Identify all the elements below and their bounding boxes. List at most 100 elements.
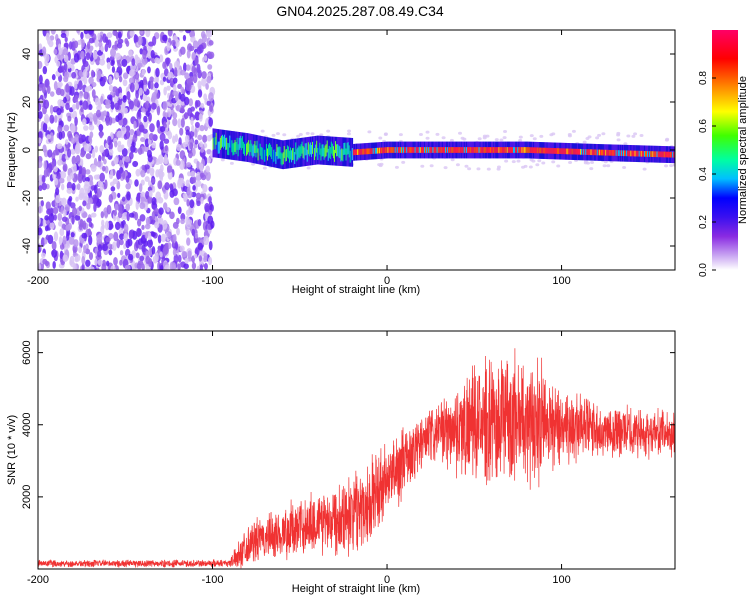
spectrogram-trail-core xyxy=(339,146,341,159)
spectrogram-trail-core xyxy=(514,147,516,153)
spectrogram-noise-cell xyxy=(195,171,201,182)
spectrogram-trail-core xyxy=(317,147,319,160)
spectrogram-noise-cell xyxy=(210,220,215,229)
spectrogram-y-tick-label: -20 xyxy=(21,190,33,206)
spectrogram-noise-cell xyxy=(38,74,43,85)
spectrogram-trail-core xyxy=(508,147,511,153)
spectrogram-noise-cell xyxy=(62,254,69,262)
spectrogram-halo-cell xyxy=(537,159,542,163)
spectrogram-trail-core xyxy=(427,147,429,153)
spectrogram-noise-cell xyxy=(48,212,55,223)
spectrogram-trail-core xyxy=(360,148,362,155)
spectrogram-trail-core xyxy=(224,134,226,147)
spectrogram-trail-core xyxy=(496,147,498,153)
spectrogram-noise-cell xyxy=(203,262,208,270)
spectrogram-noise-cell xyxy=(122,94,127,103)
spectrogram-noise-cell xyxy=(151,196,157,206)
spectrogram-trail-core xyxy=(380,147,382,154)
spectrogram-noise-cell xyxy=(75,196,79,202)
spectrogram-trail-core xyxy=(532,147,535,154)
spectrogram-noise-cell xyxy=(104,220,110,231)
spectrogram-noise-cell xyxy=(160,233,167,243)
spectrogram-trail-core xyxy=(492,147,494,153)
spectrogram-trail-core xyxy=(259,143,261,156)
spectrogram-trail-core xyxy=(248,140,250,153)
colorbar-tick-label: 0.0 xyxy=(698,263,709,277)
spectrogram-trail-core xyxy=(351,148,354,161)
spectrogram-noise-cell xyxy=(200,103,205,109)
spectrogram-noise-cell xyxy=(76,30,81,34)
spectrogram-noise-cell xyxy=(63,124,70,132)
spectrogram-noise-cell xyxy=(151,210,156,221)
spectrogram-trail-core xyxy=(656,151,658,158)
spectrogram-noise-cell xyxy=(38,263,42,270)
spectrogram-halo-cell xyxy=(639,133,644,137)
spectrogram-noise-cell xyxy=(57,124,63,134)
spectrogram-trail-core xyxy=(256,140,258,153)
spectrogram-noise-cell xyxy=(203,235,210,246)
spectrogram-trail-core xyxy=(546,147,548,154)
spectrogram-trail-core xyxy=(488,147,491,153)
spectrogram-trail-core xyxy=(254,141,256,154)
spectrogram-noise-cell xyxy=(81,39,85,48)
spectrogram-noise-cell xyxy=(196,63,201,74)
spectrogram-noise-cell xyxy=(121,170,126,180)
spectrogram-halo-cell xyxy=(476,167,481,171)
spectrogram-noise-cell xyxy=(82,212,88,218)
spectrogram-halo-cell xyxy=(378,136,383,140)
spectrogram-noise-cell xyxy=(144,223,151,230)
spectrogram-noise-cell xyxy=(78,80,83,91)
spectrogram-noise-cell xyxy=(67,148,72,158)
spectrogram-trail-core xyxy=(574,148,577,155)
spectrogram-noise-cell xyxy=(150,102,157,110)
spectrogram-noise-cell xyxy=(53,231,59,242)
spectrogram-noise-cell xyxy=(162,247,168,256)
spectrogram-trail-core xyxy=(457,147,459,153)
spectrogram-trail-core xyxy=(279,146,281,159)
spectrogram-trail-core xyxy=(332,146,335,159)
spectrogram-noise-cell xyxy=(122,117,128,126)
spectrogram-noise-cell xyxy=(113,209,118,216)
spectrogram-halo-cell xyxy=(539,134,544,138)
spectrogram-trail-core xyxy=(610,149,612,156)
spectrogram-y-tick-label: 0 xyxy=(21,147,33,153)
spectrogram-noise-cell xyxy=(91,89,96,99)
snr-x-tick-label: -100 xyxy=(202,574,224,586)
spectrogram-noise-cell xyxy=(164,264,170,270)
spectrogram-trail-core xyxy=(463,147,466,153)
spectrogram-noise-cell xyxy=(96,174,101,180)
spectrogram-trail-core xyxy=(422,147,425,153)
spectrogram-noise-cell xyxy=(86,217,92,223)
spectrogram-halo-cell xyxy=(669,164,674,168)
spectrogram-noise-cell xyxy=(41,83,46,94)
spectrogram-noise-cell xyxy=(110,169,114,180)
spectrogram-trail-core xyxy=(567,148,569,155)
spectrogram-noise-cell xyxy=(62,235,67,245)
spectrogram-noise-cell xyxy=(56,143,63,150)
snr-y-tick-label: 6000 xyxy=(21,340,33,364)
spectrogram-noise-cell xyxy=(118,76,123,83)
spectrogram-trail-core xyxy=(550,147,553,154)
spectrogram-trail-core xyxy=(429,147,431,153)
spectrogram-trail-core xyxy=(288,150,291,163)
spectrogram-noise-cell xyxy=(38,227,43,236)
spectrogram-trail-core xyxy=(385,147,387,153)
spectrogram-halo-cell xyxy=(642,167,647,171)
snr-x-tick-label: -200 xyxy=(27,574,49,586)
spectrogram-trail-core xyxy=(391,147,393,153)
spectrogram-trail-core xyxy=(414,147,416,153)
spectrogram-noise-cell xyxy=(174,38,180,48)
spectrogram-noise-cell xyxy=(86,85,93,91)
spectrogram-noise-cell xyxy=(184,72,190,80)
spectrogram-noise-cell xyxy=(90,164,97,173)
spectrogram-halo-cell xyxy=(296,134,301,138)
spectrogram-noise-cell xyxy=(59,65,65,73)
spectrogram-trail-core xyxy=(300,144,302,157)
spectrogram-noise-cell xyxy=(187,77,193,86)
spectrogram-noise-cell xyxy=(74,94,79,103)
spectrogram-noise-cell xyxy=(60,183,65,191)
spectrogram-noise-cell xyxy=(123,223,129,234)
spectrogram-noise-cell xyxy=(126,90,131,101)
spectrogram-trail-core xyxy=(458,147,460,153)
spectrogram-trail-core xyxy=(323,147,325,160)
